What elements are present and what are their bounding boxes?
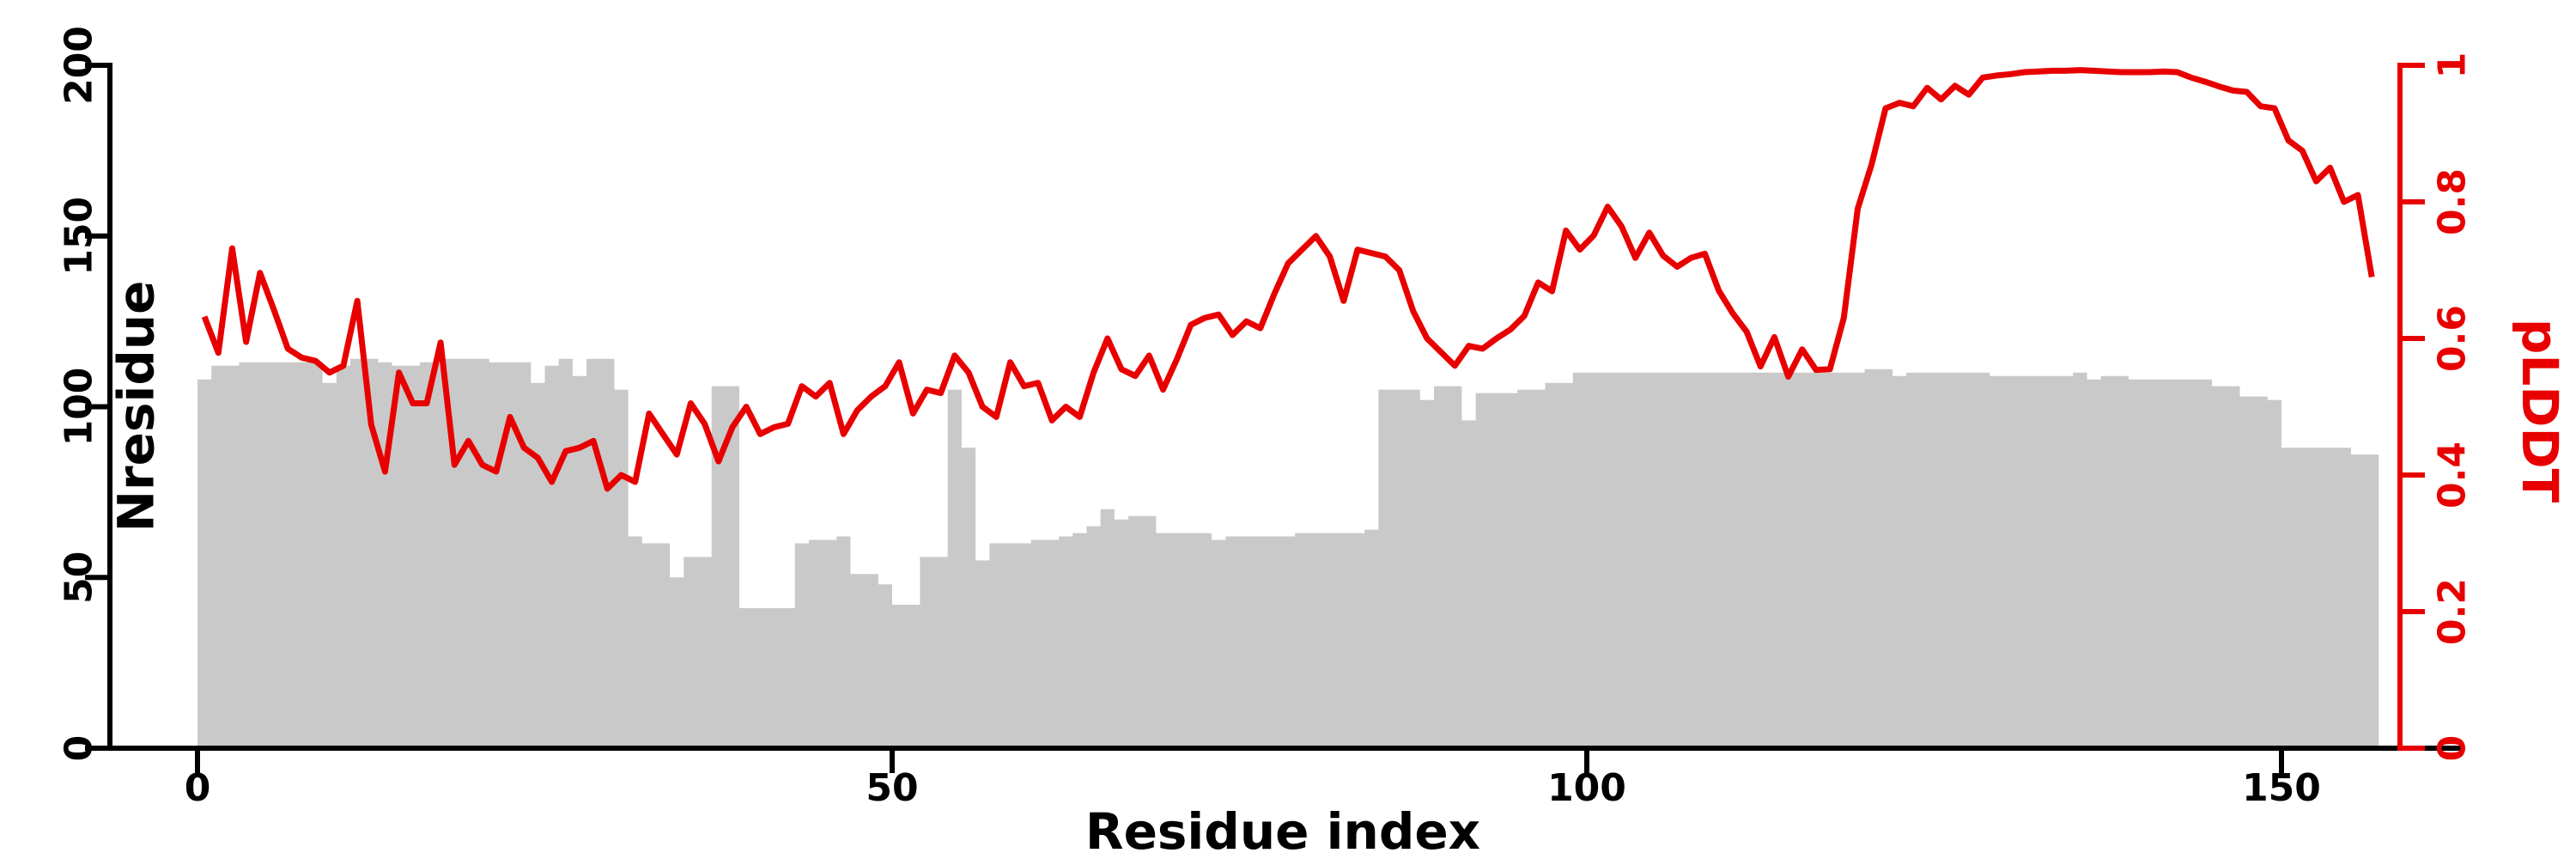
x-tick-label: 100 [1547, 766, 1626, 810]
right-tick-label: 0.6 [2431, 305, 2475, 372]
right-tick-label: 1 [2431, 52, 2475, 79]
right-tick-label: 0.2 [2431, 578, 2475, 645]
left-tick-label: 50 [58, 551, 101, 604]
left-tick-label: 200 [58, 26, 101, 105]
x-axis-title: Residue index [1084, 802, 1481, 859]
right-tick-label: 0.4 [2431, 442, 2475, 509]
left-tick-label: 0 [58, 735, 101, 762]
red-axis [2397, 63, 2425, 751]
x-tick-label: 50 [866, 766, 918, 810]
x-tick-label: 0 [185, 766, 211, 810]
nresidue-bars [197, 358, 2379, 748]
right-tick-label: 0.8 [2431, 168, 2475, 235]
black-axes [85, 63, 2463, 773]
y-axis-title-right: pLDDT [2511, 318, 2569, 503]
plddt-line [201, 67, 2375, 492]
left-tick-label: 150 [58, 197, 101, 276]
left-tick-label: 100 [58, 368, 101, 447]
right-tick-label: 0 [2431, 735, 2475, 762]
x-tick-label: 150 [2242, 766, 2321, 810]
y-axis-title-left: Nresidue [106, 280, 166, 533]
